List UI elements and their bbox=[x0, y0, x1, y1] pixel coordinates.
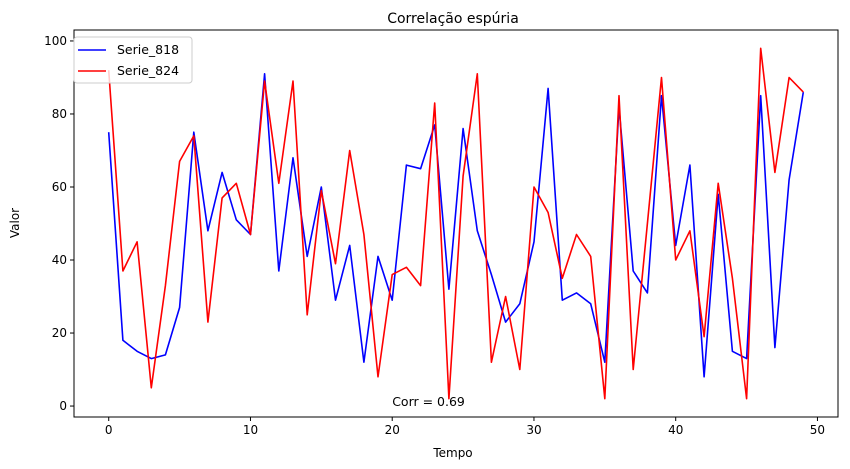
x-tick-label: 20 bbox=[385, 423, 400, 437]
y-tick-label: 0 bbox=[59, 399, 67, 413]
x-axis-label: Tempo bbox=[432, 446, 472, 460]
series-line-serie-824 bbox=[107, 47, 804, 400]
legend-label-serie-824: Serie_824 bbox=[117, 63, 179, 78]
y-tick-label: 80 bbox=[52, 107, 67, 121]
chart-title: Correlação espúria bbox=[387, 11, 519, 27]
x-tick-label: 0 bbox=[105, 423, 113, 437]
y-tick-label: 60 bbox=[52, 180, 67, 194]
x-tick-label: 40 bbox=[668, 423, 683, 437]
y-tick-label: 100 bbox=[44, 34, 67, 48]
y-tick-label: 40 bbox=[52, 253, 67, 267]
legend: Serie_818 Serie_824 bbox=[73, 36, 193, 84]
y-axis-label: Valor bbox=[8, 208, 22, 238]
correlation-annotation: Corr = 0.69 bbox=[392, 394, 465, 409]
axes-frame bbox=[73, 29, 839, 418]
x-tick-label: 30 bbox=[526, 423, 541, 437]
legend-label-serie-818: Serie_818 bbox=[117, 42, 179, 57]
x-tick-label: 50 bbox=[810, 423, 825, 437]
plot-area: 0 10 20 30 40 50 0 20 40 60 80 100 bbox=[44, 29, 839, 437]
series-line-serie-818 bbox=[107, 73, 805, 378]
y-tick-label: 20 bbox=[52, 326, 67, 340]
x-tick-label: 10 bbox=[243, 423, 258, 437]
